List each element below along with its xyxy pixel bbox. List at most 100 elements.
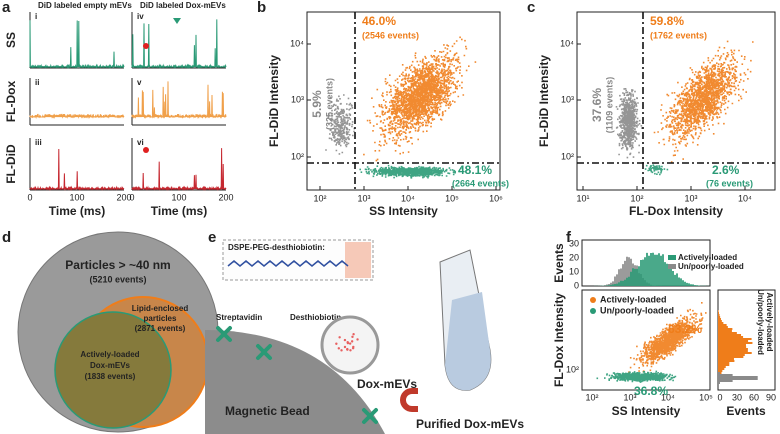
histogram-bar [718,378,758,380]
label: 60 [749,392,759,402]
label: Actively-loaded [80,350,139,359]
label: Un/poorly-loaded [600,305,674,315]
label: DiD labeled empty mEVs [38,1,132,10]
label: (2664 events) [452,178,509,188]
label: (76 events) [706,178,753,188]
label: i [35,12,37,21]
label: 10³ [623,392,636,402]
dox-dot [351,335,354,339]
marker-dot [143,147,149,153]
magnet [400,388,418,412]
label: SS [4,32,18,48]
label: Time (ms) [151,204,207,218]
label: (1838 events) [85,372,136,381]
label: Events [726,404,766,418]
histogram-bar [718,334,742,336]
trace [131,81,227,119]
label: 100 [69,192,84,202]
label: Desthiobiotin [290,313,341,322]
label: SS Intensity [612,404,681,418]
vesicle [320,315,380,375]
histogram-bar [718,372,720,374]
histogram-bar [718,328,733,330]
label: 10⁵ [699,392,713,402]
histogram-bar [718,310,719,312]
histogram-bar [718,318,721,320]
label: e [208,229,216,246]
label: FL-DiD [4,144,18,184]
scatter-dots [596,370,677,383]
label: 200 [116,192,131,202]
axes-frame [576,11,776,191]
label: (2546 events) [362,30,419,40]
label: 10³ [684,193,697,203]
dox-dot [346,341,350,345]
label: a [2,0,11,16]
trace [131,148,227,191]
histogram-bar [718,340,749,342]
label: Actively-loaded [765,292,774,351]
label: d [2,229,11,246]
histogram-bar [718,330,732,332]
label: 10² [313,193,326,203]
histogram-bar [718,350,748,352]
label: 10 [569,266,579,276]
dox-dot [348,342,352,345]
histogram-bar [718,352,752,354]
label: 10² [630,193,643,203]
histogram-bar [718,362,730,364]
histogram-bar [718,360,735,362]
histogram [582,256,710,286]
label: (2871 events) [135,324,186,333]
dox-dot [343,345,347,349]
histogram-bar [718,382,720,384]
label: particles [144,314,177,323]
label: 10⁴ [290,38,304,48]
dox-dot [346,348,349,351]
histogram-bar [718,380,733,382]
histogram-bar [718,356,744,358]
dox-dot [350,340,354,343]
label: 36.8% [634,384,668,398]
label: FL-DiD Intensity [267,55,281,147]
label: 46.0% [362,14,396,28]
label: Lipid-enclosed [132,304,189,313]
label: 10³ [561,94,574,104]
label: 10² [566,364,579,374]
label: 30 [569,238,579,248]
dox-dot [340,349,343,352]
label: c [527,0,535,16]
label: 20 [569,252,579,262]
histogram-bar [718,336,744,338]
scatter-dots [325,94,356,155]
label: 90 [766,392,776,402]
axes-frame [306,11,501,191]
dox-dot [337,347,341,350]
label: 0 [27,192,32,202]
streptavidin-icon [362,408,378,424]
label: 10⁴ [738,193,752,203]
label: 10³ [291,94,304,104]
label: Time (ms) [49,204,105,218]
histogram-bar [718,364,730,366]
label: Events [552,243,566,283]
label: 10⁴ [401,193,415,203]
histogram-bar [718,314,720,316]
dox-dot [349,349,352,352]
label: Purified Dox-mEVs [416,417,524,431]
label: Actively-loaded [678,253,737,262]
legend-dot [590,308,596,314]
label: iv [137,12,144,21]
histogram-bar [718,376,758,378]
label: f [566,229,572,246]
label: 10² [291,151,304,161]
streptavidin-icon [216,326,232,342]
histogram-bar [718,344,746,346]
streptavidin-icon [256,344,272,360]
scatter-dots [644,164,669,176]
label: 5.9% [310,90,324,118]
label: Magnetic Bead [225,404,310,418]
scatter-dots [653,40,754,163]
dox-dot [356,338,359,341]
histogram-bar [718,326,728,328]
